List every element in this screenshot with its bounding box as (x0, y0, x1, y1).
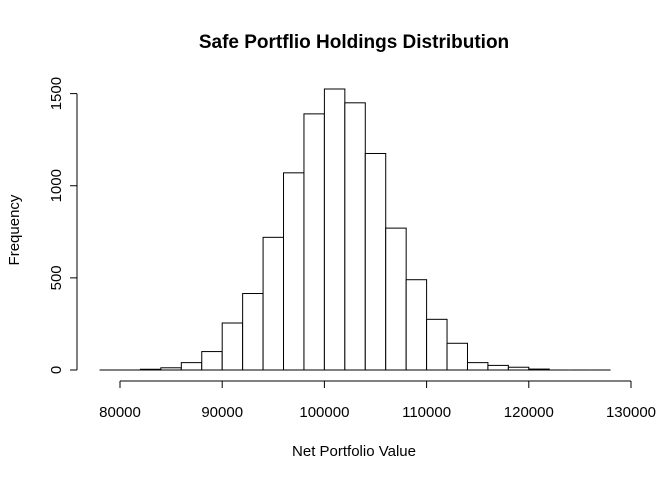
histogram-bar (528, 368, 550, 371)
histogram-bar (344, 102, 366, 371)
x-tick-label: 110000 (402, 404, 451, 421)
y-tick-label: 1500 (48, 77, 65, 110)
histogram-bar (160, 367, 182, 371)
histogram-bar (283, 172, 305, 371)
bars-group (99, 88, 611, 371)
histogram-bar (385, 227, 407, 371)
histogram-bar (446, 342, 468, 371)
histogram-bar (426, 318, 448, 371)
histogram-bar (180, 362, 203, 371)
chart-title: Safe Portflio Holdings Distribution (199, 32, 509, 53)
x-tick-label: 130000 (606, 404, 656, 421)
x-tick-label: 120000 (504, 404, 554, 421)
histogram-bar (364, 152, 387, 371)
y-tick-label: 1000 (48, 169, 65, 202)
y-tick-label: 0 (48, 366, 65, 374)
y-tick-label: 500 (48, 265, 65, 290)
y-axis-label: Frequency (6, 194, 23, 265)
histogram-bar (323, 88, 346, 371)
histogram-bar (201, 351, 223, 371)
histogram-bar (487, 364, 509, 371)
y-axis: 0 500 1000 1500 (48, 77, 78, 374)
x-axis: 80000 90000 100000 110000 120000 130000 (99, 380, 656, 421)
histogram-bar (242, 293, 264, 371)
histogram-bar (262, 236, 285, 371)
x-tick-label: 80000 (99, 404, 141, 421)
histogram-bar (507, 366, 530, 371)
histogram-bar (221, 322, 244, 371)
x-axis-label: Net Portfolio Value (292, 443, 416, 460)
histogram-bar (405, 279, 428, 371)
x-tick-label: 90000 (201, 404, 243, 421)
histogram-bar (466, 362, 489, 371)
histogram-bar (139, 368, 162, 371)
histogram-bar (303, 113, 325, 371)
x-tick-label: 100000 (299, 404, 349, 421)
